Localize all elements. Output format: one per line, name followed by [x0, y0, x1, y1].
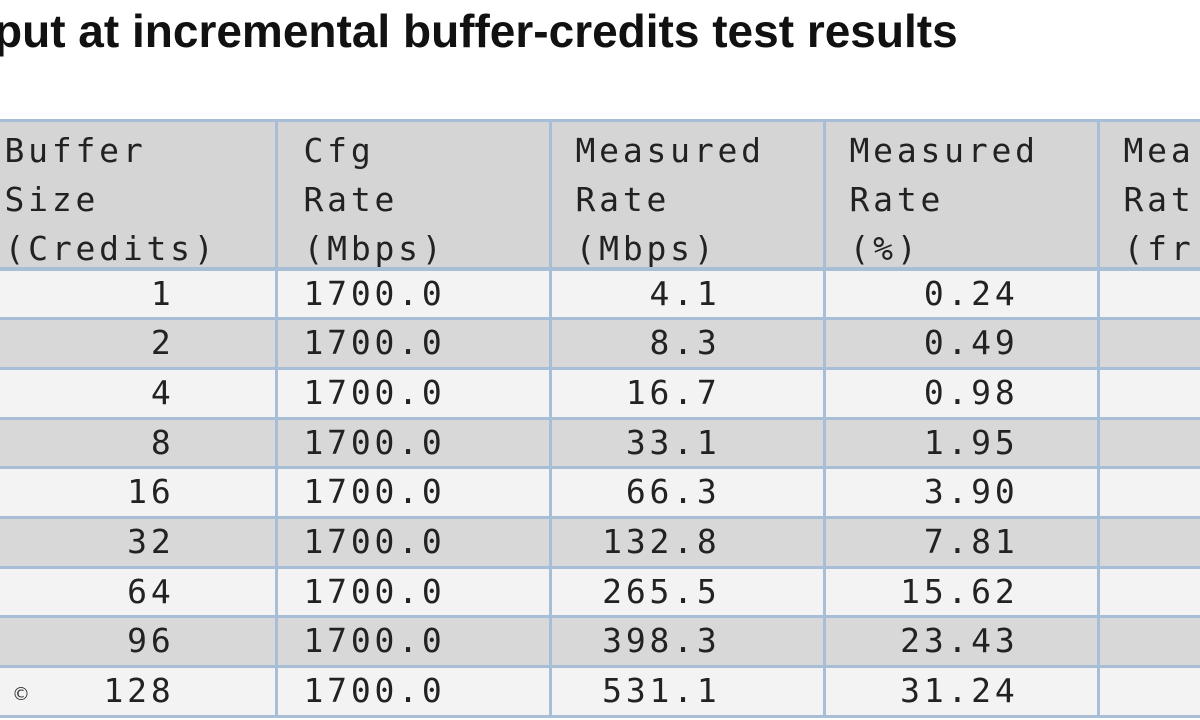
table-cell: 96	[0, 615, 278, 669]
table-cell: 1.95	[822, 416, 1100, 470]
table-cell: 4	[0, 366, 278, 420]
table-cell: 7.81	[822, 516, 1100, 569]
table-cell: 32	[0, 516, 278, 569]
title: put at incremental buffer-credits test r…	[0, 5, 958, 57]
header-text: Rate	[849, 179, 945, 219]
header-cell: Cfg Rate (Mbps)	[274, 118, 552, 270]
table-cell: 1700.0	[274, 317, 552, 370]
table-cell: 265.5	[548, 565, 826, 619]
header-text: (%)	[849, 228, 921, 268]
table-cell: 8	[0, 416, 278, 470]
table-cell: 1700.0	[274, 516, 552, 569]
header-cell: Buffer Size (Credits)	[0, 118, 278, 270]
header-text: (Mbps)	[303, 228, 446, 268]
table-cell: 1700.0	[274, 416, 552, 470]
empty-cell	[1096, 665, 1200, 718]
table-cell: 66.3	[548, 466, 826, 519]
empty-cell	[1096, 416, 1200, 470]
header-text: Size	[4, 179, 100, 219]
table-cell: 531.1	[548, 665, 826, 718]
header-text: Measured	[849, 130, 1039, 170]
empty-cell	[1096, 565, 1200, 619]
table-cell: 2	[0, 317, 278, 370]
table-cell: 1700.0	[274, 665, 552, 718]
header-text: (fr	[1123, 228, 1195, 268]
empty-cell	[1096, 366, 1200, 420]
header-text: Cfg	[303, 130, 375, 170]
table-cell: 0.24	[822, 267, 1100, 321]
table-cell: 4.1	[548, 267, 826, 321]
table-cell: 16.7	[548, 366, 826, 420]
header-text: Rate	[303, 179, 399, 219]
table-cell: 1	[0, 267, 278, 321]
header-text: Measured	[575, 130, 765, 170]
header-text: Buffer	[4, 130, 147, 170]
table-cell: 33.1	[548, 416, 826, 470]
table-cell: 1700.0	[274, 267, 552, 321]
table-cell: 8.3	[548, 317, 826, 370]
empty-cell	[1096, 466, 1200, 519]
table-cell: 23.43	[822, 615, 1100, 669]
header-text: (Mbps)	[575, 228, 718, 268]
empty-cell	[1096, 615, 1200, 669]
table-cell: 0.98	[822, 366, 1100, 420]
header-text: (Credits)	[4, 228, 218, 268]
header-cell: Measured Rate (Mbps)	[548, 118, 826, 270]
table-cell: 398.3	[548, 615, 826, 669]
table-cell: 64	[0, 565, 278, 619]
empty-cell	[1096, 317, 1200, 370]
table-cell: 31.24	[822, 665, 1100, 718]
table-cell: 1700.0	[274, 565, 552, 619]
header-text: Mea	[1123, 130, 1195, 170]
table-cell: 1700.0	[274, 366, 552, 420]
table-cell: 1700.0	[274, 615, 552, 669]
table-cell: 1700.0	[274, 466, 552, 519]
table-cell: 16	[0, 466, 278, 519]
header-text: Rate	[575, 179, 671, 219]
header-text: Rat	[1123, 179, 1195, 219]
header-cell: Mea Rat (fr	[1096, 118, 1200, 270]
table-cell: 132.8	[548, 516, 826, 569]
table-cell: 3.90	[822, 466, 1100, 519]
table-cell: 15.62	[822, 565, 1100, 619]
empty-cell	[1096, 516, 1200, 569]
table-cell: 0.49	[822, 317, 1100, 370]
table-cell: 128	[0, 665, 278, 718]
header-cell: Measured Rate (%)	[822, 118, 1100, 270]
empty-cell	[1096, 267, 1200, 321]
copyright: ©	[12, 684, 30, 705]
